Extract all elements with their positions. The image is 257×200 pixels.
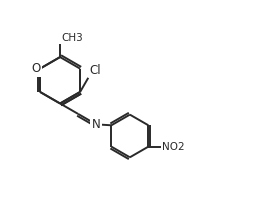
Text: CH3: CH3: [61, 33, 83, 43]
Text: N: N: [92, 118, 100, 131]
Text: Cl: Cl: [89, 64, 101, 77]
Text: O: O: [31, 62, 40, 75]
Text: NO2: NO2: [162, 142, 185, 152]
